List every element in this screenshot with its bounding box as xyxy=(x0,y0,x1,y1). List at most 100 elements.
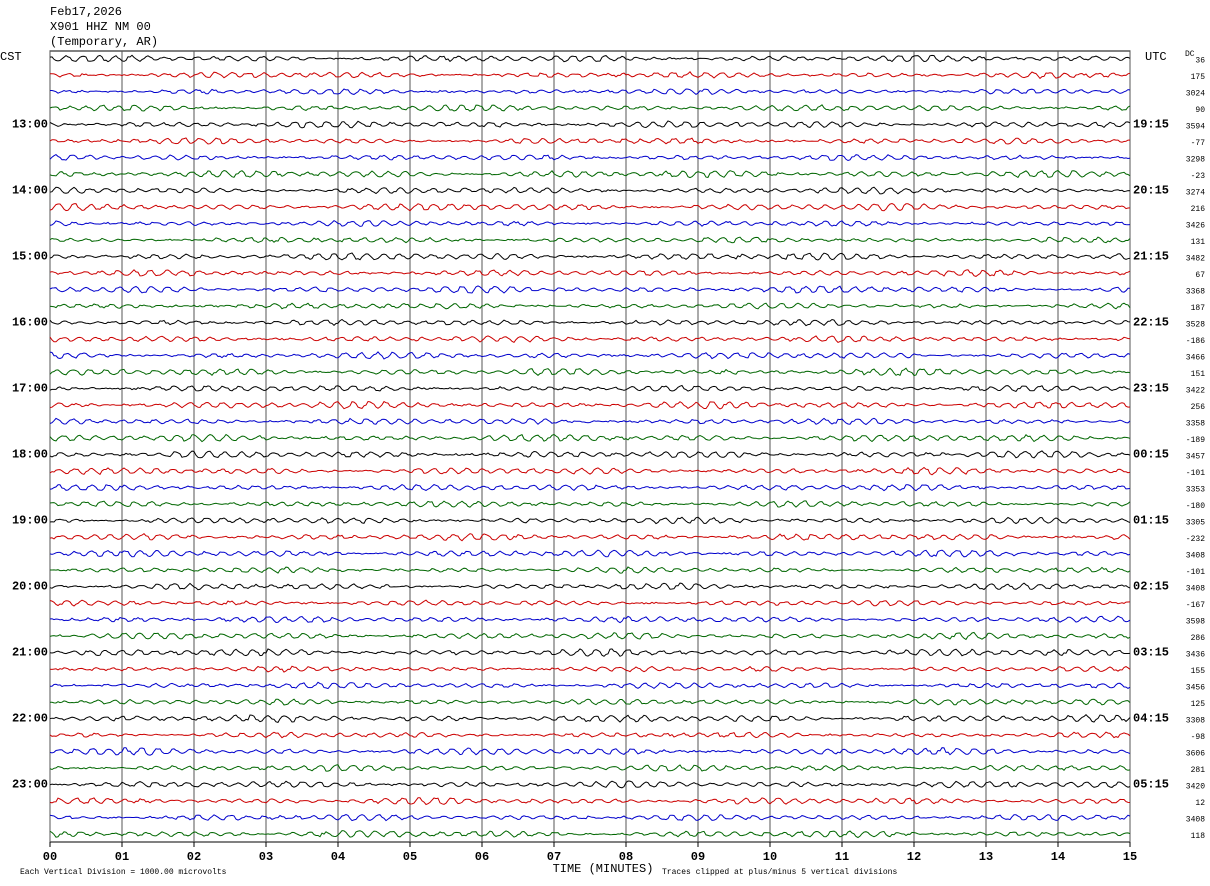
trace xyxy=(49,631,1131,641)
x-tick-label: 15 xyxy=(1123,850,1137,864)
dc-value: 3606 xyxy=(1186,750,1205,759)
dc-value: 3482 xyxy=(1186,255,1205,264)
trace xyxy=(49,186,1131,195)
trace xyxy=(49,219,1131,227)
left-time-label: 14:00 xyxy=(12,184,48,198)
x-tick-label: 11 xyxy=(835,850,849,864)
dc-value: 12 xyxy=(1195,799,1205,808)
x-tick-label: 14 xyxy=(1051,850,1065,864)
trace xyxy=(49,351,1131,360)
x-tick-label: 06 xyxy=(475,850,489,864)
x-tick-label: 08 xyxy=(619,850,633,864)
trace xyxy=(49,153,1131,162)
dc-value: -186 xyxy=(1186,337,1205,346)
trace xyxy=(49,698,1131,706)
trace xyxy=(49,318,1131,327)
dc-value: -98 xyxy=(1191,733,1206,742)
trace xyxy=(49,466,1131,476)
trace xyxy=(49,71,1131,80)
dc-value: 175 xyxy=(1191,73,1206,82)
trace xyxy=(49,549,1131,558)
right-time-label: 03:15 xyxy=(1133,646,1169,660)
right-time-label: 05:15 xyxy=(1133,778,1169,792)
trace xyxy=(49,137,1130,145)
dc-value: 3408 xyxy=(1186,585,1205,594)
dc-value: -101 xyxy=(1186,469,1205,478)
x-tick-label: 04 xyxy=(331,850,345,864)
right-time-label: 23:15 xyxy=(1133,382,1169,396)
trace xyxy=(50,88,1131,96)
trace xyxy=(49,417,1131,426)
x-tick-label: 00 xyxy=(43,850,57,864)
trace xyxy=(49,731,1131,739)
right-time-label: 22:15 xyxy=(1133,316,1169,330)
trace xyxy=(49,830,1131,839)
left-time-label: 17:00 xyxy=(12,382,48,396)
dc-value: -77 xyxy=(1191,139,1206,148)
trace xyxy=(49,533,1131,542)
dc-value: 36 xyxy=(1195,57,1205,66)
trace xyxy=(49,54,1131,63)
dc-title: DC xyxy=(1185,50,1195,59)
trace xyxy=(49,433,1131,443)
trace xyxy=(49,302,1131,310)
trace xyxy=(49,400,1131,410)
dc-value: -180 xyxy=(1186,502,1205,511)
trace xyxy=(49,450,1131,459)
trace xyxy=(49,120,1131,129)
trace xyxy=(49,780,1131,789)
dc-value: 3408 xyxy=(1186,816,1205,825)
dc-value: 286 xyxy=(1191,634,1206,643)
trace xyxy=(49,714,1131,723)
trace xyxy=(49,797,1131,806)
trace xyxy=(49,516,1131,525)
right-time-label: 21:15 xyxy=(1133,250,1169,264)
dc-value: 3466 xyxy=(1186,354,1205,363)
trace xyxy=(50,566,1131,574)
x-tick-label: 05 xyxy=(403,850,417,864)
right-time-label: 04:15 xyxy=(1133,712,1169,726)
left-time-label: 18:00 xyxy=(12,448,48,462)
dc-value: 67 xyxy=(1195,271,1205,280)
dc-value: 90 xyxy=(1195,106,1205,115)
dc-value: 3024 xyxy=(1186,90,1205,99)
trace xyxy=(49,202,1131,212)
dc-value: 3353 xyxy=(1186,486,1205,495)
trace xyxy=(49,252,1131,261)
left-time-label: 22:00 xyxy=(12,712,48,726)
dc-value: 151 xyxy=(1191,370,1206,379)
x-tick-label: 07 xyxy=(547,850,561,864)
trace xyxy=(49,813,1131,822)
left-time-label: 19:00 xyxy=(12,514,48,528)
dc-value: -232 xyxy=(1186,535,1205,544)
dc-value: -101 xyxy=(1186,568,1205,577)
trace xyxy=(49,665,1131,673)
x-tick-label: 12 xyxy=(907,850,921,864)
dc-value: 216 xyxy=(1191,205,1206,214)
trace xyxy=(49,236,1131,244)
trace xyxy=(49,599,1131,607)
dc-value: 3408 xyxy=(1186,552,1205,561)
right-time-label: 00:15 xyxy=(1133,448,1169,462)
dc-value: 3594 xyxy=(1186,123,1205,132)
right-time-label: 02:15 xyxy=(1133,580,1169,594)
dc-value: 3436 xyxy=(1186,651,1205,660)
right-time-label: 01:15 xyxy=(1133,514,1169,528)
footer-right: Traces clipped at plus/minus 5 vertical … xyxy=(662,868,897,877)
left-time-label: 20:00 xyxy=(12,580,48,594)
trace xyxy=(49,484,1131,492)
dc-value: 3598 xyxy=(1186,618,1205,627)
trace xyxy=(49,648,1131,657)
dc-value: 281 xyxy=(1191,766,1206,775)
dc-value: 125 xyxy=(1191,700,1206,709)
trace xyxy=(49,747,1131,756)
plot-frame xyxy=(49,50,1131,843)
trace xyxy=(49,500,1131,508)
trace xyxy=(49,384,1131,393)
trace xyxy=(49,169,1131,179)
left-time-label: 16:00 xyxy=(12,316,48,330)
trace xyxy=(49,285,1130,294)
left-time-label: 13:00 xyxy=(12,118,48,132)
x-tick-label: 09 xyxy=(691,850,705,864)
